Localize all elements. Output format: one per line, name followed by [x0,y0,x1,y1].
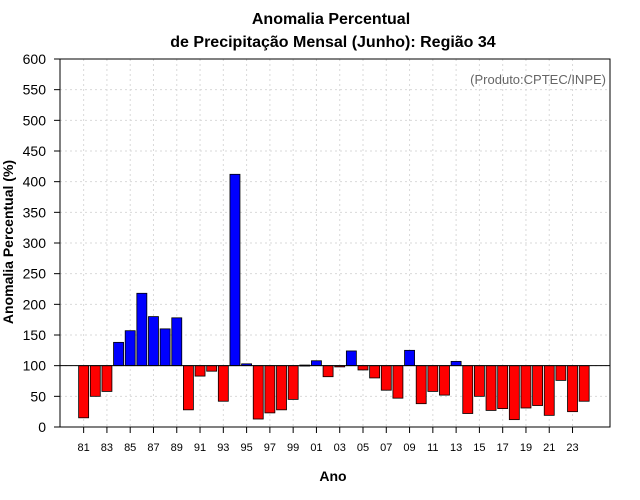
x-tick-label: 95 [240,442,252,454]
x-tick-label: 05 [357,442,369,454]
bar-12 [439,365,450,396]
x-axis: 81 83 85 87 89 91 93 95 97 99 01 03 05 07 09 11 13 15 17 19… [78,427,579,454]
bar-10 [415,365,427,405]
bar-11 [427,365,439,392]
chart-title-line1: Anomalia Percentual [252,11,410,28]
bar-07 [380,365,392,391]
y-tick-label: 200 [23,296,47,312]
y-tick-label: 0 [38,419,46,435]
x-tick-label: 03 [334,442,346,454]
x-tick-label: 15 [473,442,485,454]
bar-13 [450,360,462,367]
y-tick-label: 400 [23,174,47,190]
chart-title-line2: de Precipitação Mensal (Junho): Região 3… [170,34,496,51]
bar-94 [229,173,241,367]
bar-21 [543,365,555,416]
bar-81 [78,365,90,419]
x-tick-label: 89 [171,442,183,454]
x-tick-label: 23 [566,442,578,454]
x-tick-label: 93 [217,442,229,454]
x-tick-label: 99 [287,442,299,454]
x-tick-label: 81 [78,442,90,454]
bar-84 [113,341,124,367]
bar-01 [311,360,322,367]
x-tick-label: 01 [310,442,322,454]
x-tick-label: 85 [124,442,136,454]
bar-09 [404,349,415,367]
bars [78,173,590,421]
y-tick-label: 550 [23,82,47,98]
y-tick-label: 250 [23,266,47,282]
y-tick-label: 600 [23,51,47,67]
x-tick-label: 83 [101,442,113,454]
bar-20 [532,365,543,406]
y-tick-label: 300 [23,235,47,251]
bar-17 [497,365,509,409]
y-tick-label: 50 [30,388,46,404]
x-tick-label: 17 [497,442,509,454]
bar-83 [101,365,113,392]
bar-18 [508,365,520,421]
bar-16 [485,365,497,411]
bar-08 [392,365,404,399]
x-axis-label: Ano [319,468,346,484]
x-tick-label: 97 [264,442,276,454]
bar-92 [206,365,218,372]
x-tick-label: 13 [450,442,462,454]
y-tick-label: 100 [23,358,47,374]
x-tick-label: 21 [543,442,555,454]
bar-93 [217,365,229,402]
x-tick-label: 09 [403,442,415,454]
bar-88 [159,328,171,367]
bar-97 [264,365,276,414]
bar-02 [322,365,334,378]
y-tick-label: 350 [23,204,47,220]
bar-85 [124,330,136,367]
bar-91 [194,365,206,377]
bar-96 [252,365,264,420]
bar-22 [555,365,567,381]
y-tick-label: 500 [23,112,47,128]
bar-14 [462,365,474,414]
bar-19 [520,365,532,409]
x-tick-label: 19 [520,442,532,454]
y-tick-label: 150 [23,327,47,343]
y-tick-label: 450 [23,143,47,159]
x-tick-label: 87 [147,442,159,454]
credit-text: (Produto:CPTEC/INPE) [470,72,606,87]
bar-15 [473,365,485,397]
bar-87 [148,316,159,367]
bar-90 [182,365,194,411]
bar-82 [89,365,101,397]
x-tick-label: 07 [380,442,392,454]
bar-89 [171,317,183,367]
y-axis-label: Anomalia Percentual (%) [0,160,16,324]
bar-24 [578,365,590,402]
bar-23 [567,365,578,413]
bar-98 [276,365,287,411]
bar-06 [369,365,381,379]
x-tick-label: 91 [194,442,206,454]
y-axis: 0 50 100 150 200 250 300 350 400 450 500 550 600 [23,51,60,435]
bar-05 [357,365,369,371]
x-tick-label: 11 [427,442,438,454]
bar-86 [136,292,148,367]
bar-04 [345,350,357,367]
bar-99 [287,365,299,400]
